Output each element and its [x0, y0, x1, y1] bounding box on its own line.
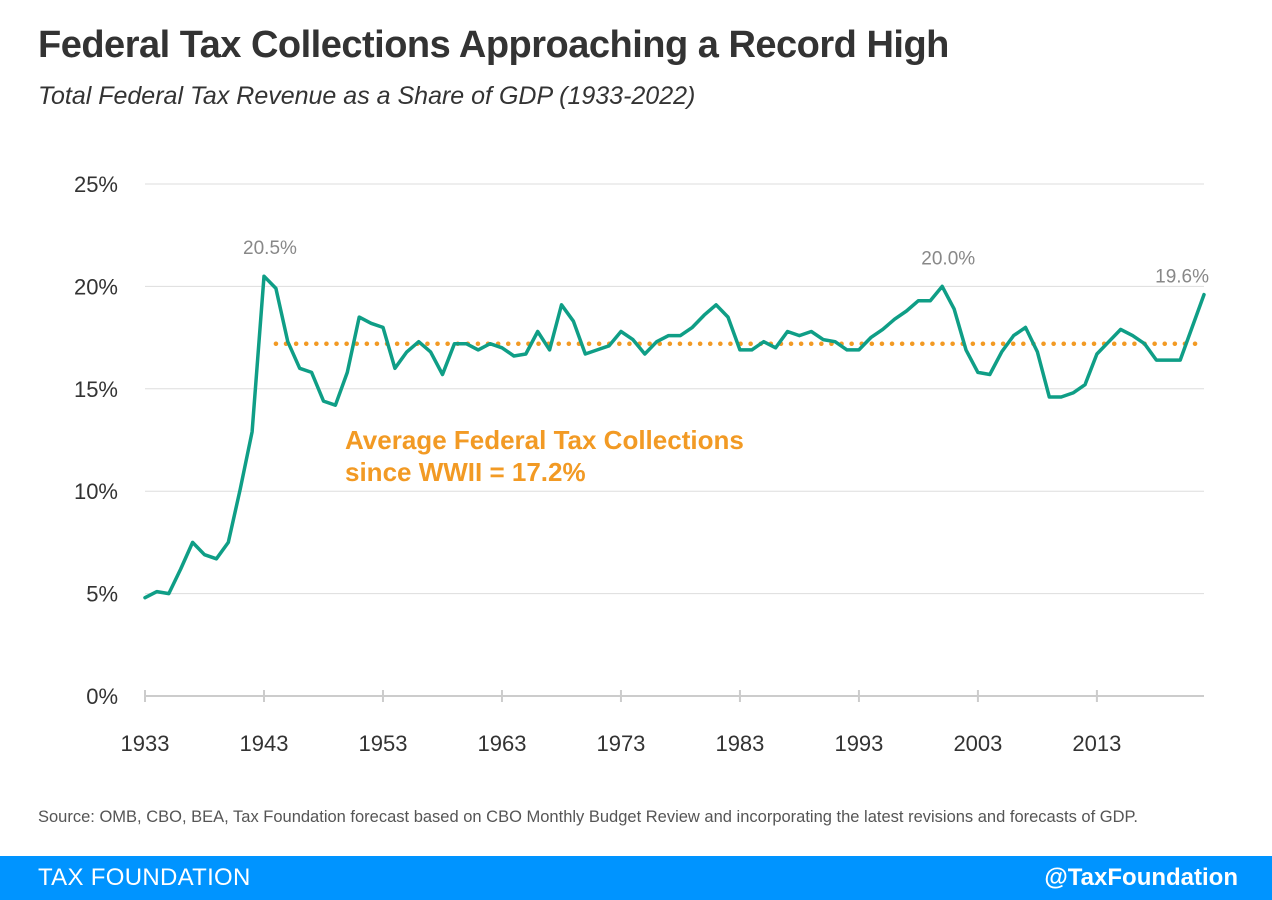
- y-tick-label: 20%: [74, 274, 118, 299]
- x-tick-label: 1953: [359, 731, 408, 756]
- x-tick-label: 2003: [953, 731, 1002, 756]
- footer-brand: TAX FOUNDATION: [38, 864, 251, 891]
- data-label: 20.5%: [243, 238, 297, 259]
- footer-handle[interactable]: @TaxFoundation: [1044, 864, 1238, 891]
- chart-title: Federal Tax Collections Approaching a Re…: [38, 24, 949, 66]
- x-tick-label: 1973: [596, 731, 645, 756]
- source-note: Source: OMB, CBO, BEA, Tax Foundation fo…: [38, 808, 1138, 826]
- data-label: 20.0%: [921, 248, 975, 269]
- data-label: 19.6%: [1155, 267, 1209, 288]
- chart-subtitle: Total Federal Tax Revenue as a Share of …: [38, 82, 696, 110]
- y-tick-label: 25%: [74, 172, 118, 197]
- footer-bar: TAX FOUNDATION @TaxFoundation: [0, 856, 1272, 900]
- y-tick-label: 15%: [74, 377, 118, 402]
- x-tick-label: 1993: [834, 731, 883, 756]
- line-chart: 0% 5% 10% 15% 20% 25% 1933 1943 1953 1963 1973 1983…: [74, 172, 1209, 756]
- x-tick-label: 1933: [121, 731, 170, 756]
- average-label-line: since WWII = 17.2%: [345, 457, 586, 487]
- average-label: Average Federal Tax Collections since WWI…: [345, 425, 744, 487]
- y-tick-label: 10%: [74, 479, 118, 504]
- x-tick-label: 2013: [1072, 731, 1121, 756]
- x-tick-label: 1983: [715, 731, 764, 756]
- x-tick-label: 1943: [240, 731, 289, 756]
- series-line-0: [143, 274, 1206, 600]
- y-tick-label: 5%: [86, 582, 118, 607]
- x-tick-label: 1963: [477, 731, 526, 756]
- y-tick-label: 0%: [86, 684, 118, 709]
- average-label-line: Average Federal Tax Collections: [345, 425, 744, 455]
